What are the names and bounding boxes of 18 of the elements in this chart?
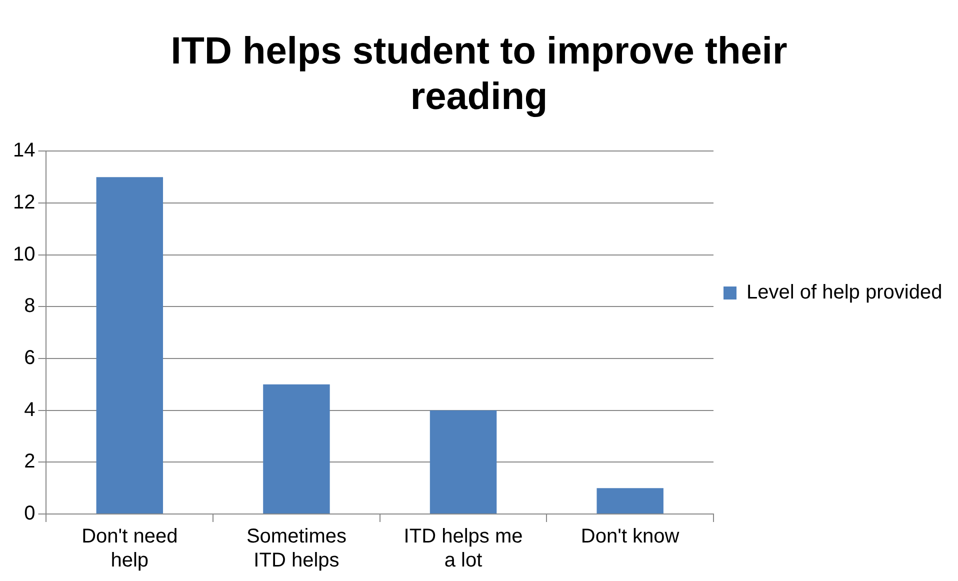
x-tick-label: Sometimes ITD helps [246,526,346,572]
y-tick-label: 2 [24,450,36,473]
chart-title: ITD helps student to improve their reading [170,30,788,118]
y-tick-label: 12 [12,192,36,214]
x-tick-label: Don't know [580,526,680,548]
x-tick-label: Don't need help [82,526,178,572]
y-tick-label: 6 [24,347,36,370]
y-tick-label: 8 [24,295,36,318]
bar [596,488,664,514]
y-tick-label: 4 [24,398,36,421]
bar [96,177,164,514]
legend-label: Level of help provided [746,282,942,304]
y-tick-label: 14 [12,140,36,162]
y-tick-label: 10 [12,243,36,266]
x-tick-label: ITD helps me a lot [404,526,523,572]
bar [263,384,330,514]
bar [430,410,497,514]
y-tick-label: 0 [24,502,36,525]
